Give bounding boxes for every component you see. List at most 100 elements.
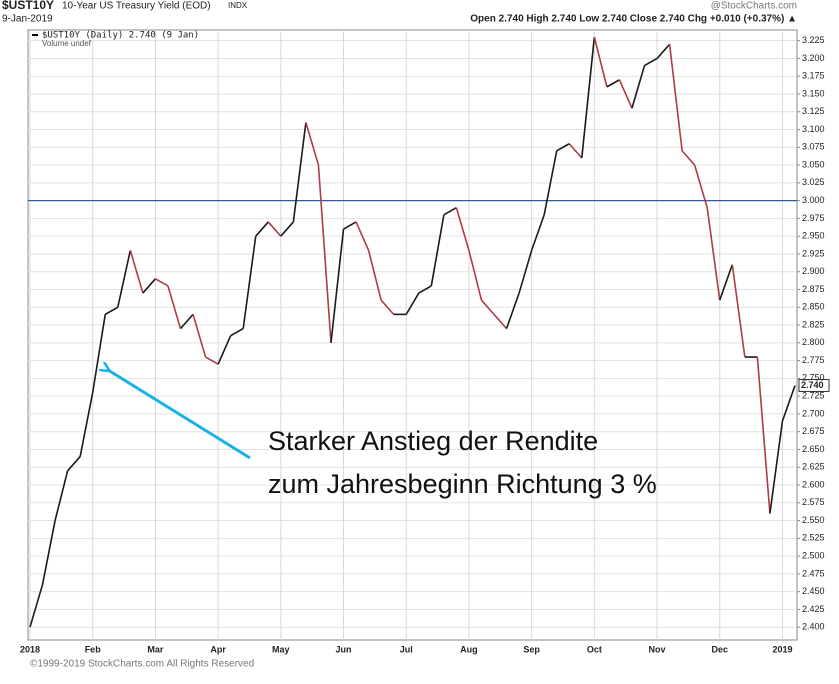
- line-segment: [117, 250, 132, 308]
- x-tick-label: 2018: [20, 644, 40, 654]
- line-segment: [718, 264, 734, 301]
- line-segment: [167, 285, 182, 329]
- line-segment: [79, 392, 94, 457]
- y-tick-label: 2.975: [802, 213, 825, 223]
- line-segment: [405, 292, 420, 315]
- marks: [28, 36, 830, 628]
- line-segment: [618, 79, 633, 109]
- y-tick-label: 2.650: [802, 444, 825, 454]
- line-segment: [205, 356, 219, 365]
- line-segment: [556, 143, 570, 152]
- line-segment: [355, 221, 370, 251]
- line-segment: [418, 285, 432, 294]
- y-tick-label: 2.950: [802, 231, 825, 241]
- line-segment: [255, 221, 269, 237]
- date: 9-Jan-2019: [2, 14, 53, 25]
- line-segment: [142, 278, 157, 294]
- source: @StockCharts.com: [711, 1, 797, 12]
- annotation-arrow: [108, 370, 251, 460]
- line-segment: [543, 150, 558, 216]
- line-segment: [468, 250, 483, 301]
- y-tick-label: 2.675: [802, 426, 825, 436]
- line-segment: [67, 456, 81, 472]
- line-segment: [54, 470, 69, 521]
- chart-title: 10-Year US Treasury Yield (EOD): [62, 1, 211, 12]
- grid: [28, 30, 800, 640]
- line-segment: [91, 314, 107, 393]
- line-segment: [129, 250, 144, 294]
- line-segment: [781, 385, 796, 422]
- line-segment: [242, 236, 257, 329]
- x-tick-label: Jul: [400, 644, 413, 654]
- line-segment: [769, 420, 784, 514]
- y-tick-label: 3.075: [802, 142, 825, 152]
- line-segment: [731, 264, 746, 358]
- legend-entry: Volume undef: [42, 39, 92, 48]
- line-segment: [430, 214, 445, 287]
- x-tick-label: Jun: [336, 644, 352, 654]
- y-tick-label: 2.575: [802, 497, 825, 507]
- line-segment: [455, 207, 470, 251]
- quote: Open 2.740 High 2.740 Low 2.740 Close 2.…: [470, 14, 797, 25]
- line-segment: [104, 306, 119, 316]
- y-tick-label: 3.025: [802, 177, 825, 187]
- y-tick-label: 3.125: [802, 106, 825, 116]
- x-tick-label: Feb: [85, 644, 102, 654]
- y-tick-label: 2.550: [802, 515, 825, 525]
- line-segment: [443, 207, 457, 216]
- x-tick-label: Nov: [649, 644, 666, 654]
- line-segment: [267, 221, 282, 237]
- y-tick-label: 3.050: [802, 159, 825, 169]
- y-tick-label: 2.850: [802, 302, 825, 312]
- y-tick-label: 2.425: [802, 604, 825, 614]
- line-segment: [41, 520, 56, 585]
- annotation: Starker Anstieg der Rendite: [268, 426, 598, 456]
- y-tick-label: 2.400: [802, 622, 825, 632]
- x-tick-label: May: [272, 644, 290, 654]
- line-segment: [593, 36, 608, 88]
- y-tick-label: 2.700: [802, 408, 825, 418]
- line-segment: [367, 250, 382, 301]
- line-segment: [317, 165, 332, 343]
- symbol: $UST10Y: [2, 0, 54, 12]
- x-tick-label: Aug: [460, 644, 478, 654]
- plot-frame: [27, 29, 798, 641]
- line-segment: [681, 150, 696, 166]
- line-segment: [668, 44, 683, 151]
- line-segment: [29, 584, 44, 628]
- x-tick-label: Sep: [523, 644, 540, 654]
- line-segment: [230, 327, 244, 337]
- line-segment: [581, 37, 596, 159]
- line-segment: [155, 278, 169, 287]
- y-tick-label: 2.725: [802, 391, 825, 401]
- y-tick-label: 2.800: [802, 337, 825, 347]
- footer: ©1999-2019 StockCharts.com All Rights Re…: [30, 659, 254, 670]
- line-segment: [217, 335, 232, 365]
- line-segment: [518, 250, 533, 294]
- line-segment: [330, 228, 345, 343]
- y-tick-label: 3.000: [802, 195, 825, 205]
- exchange: INDX: [228, 1, 248, 10]
- y-tick-label: 2.600: [802, 479, 825, 489]
- value-label: 2.740: [801, 380, 824, 390]
- y-tick-label: 2.775: [802, 355, 825, 365]
- y-tick-label: 3.175: [802, 71, 825, 81]
- line-segment: [505, 292, 520, 329]
- x-tick-label: 2019: [772, 644, 792, 654]
- line-segment: [756, 356, 771, 514]
- line-segment: [192, 314, 207, 358]
- value-label-box: [798, 378, 830, 392]
- y-tick-label: 2.750: [802, 373, 825, 383]
- legend-entry: $UST10Y (Daily) 2.740 (9 Jan): [42, 31, 199, 41]
- y-tick-label: 2.475: [802, 568, 825, 578]
- line-segment: [530, 214, 545, 251]
- line-segment: [380, 299, 395, 315]
- line-segment: [343, 221, 357, 230]
- line-segment: [644, 57, 658, 67]
- y-tick-label: 2.875: [802, 284, 825, 294]
- line-segment: [693, 164, 708, 208]
- y-tick-label: 2.825: [802, 319, 825, 329]
- y-tick-label: 3.200: [802, 53, 825, 63]
- x-tick-label: Mar: [147, 644, 164, 654]
- y-tick-label: 3.100: [802, 124, 825, 134]
